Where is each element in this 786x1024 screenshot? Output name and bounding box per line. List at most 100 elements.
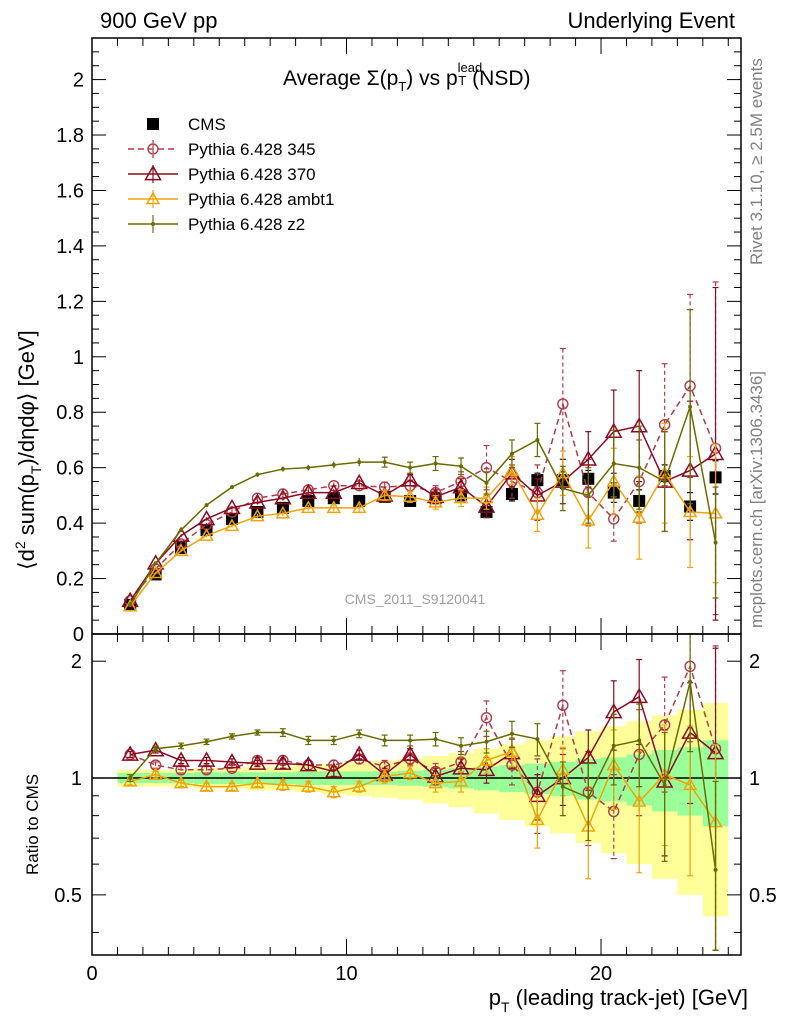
ratio-y-tick-label-right: 2 [749, 651, 760, 673]
data-point [301, 500, 316, 514]
series-line [129, 469, 716, 607]
data-point [197, 751, 216, 767]
mcplots-label: mcplots.cern.ch [arXiv:1306.3436] [747, 371, 766, 628]
data-point [682, 504, 698, 518]
data-point [401, 471, 419, 487]
data-point [637, 465, 642, 470]
data-point [224, 518, 240, 532]
analysis-watermark: CMS_2011_S9120041 [345, 591, 486, 607]
header-left: 900 GeV pp [100, 8, 217, 33]
ratio-y-tick-label-left: 2 [71, 651, 82, 673]
data-point [275, 777, 291, 791]
data-point [331, 738, 336, 743]
data-point [255, 472, 260, 477]
series-line [129, 425, 716, 602]
data-point [148, 565, 163, 579]
data-point [459, 743, 464, 748]
data-point [586, 795, 591, 800]
data-point [250, 508, 265, 522]
series-pythia-6-428-z2 [127, 633, 719, 951]
data-point [433, 737, 438, 742]
legend-item: Pythia 6.428 370 [128, 164, 316, 184]
data-point [535, 437, 540, 442]
data-point [350, 745, 369, 761]
data-point [509, 451, 514, 456]
data-point [630, 687, 648, 704]
x-tick-label: 0 [86, 963, 97, 985]
main-ylabel: ⟨d2 sum(pT)/dηdφ⟩ [GeV] [12, 330, 44, 570]
data-point [148, 767, 163, 780]
ratio-ylabel: Ratio to CMS [23, 774, 42, 875]
y-tick-label: 1.2 [56, 291, 84, 313]
data-point [560, 486, 565, 491]
data-point [204, 739, 209, 744]
legend: CMS Pythia 6.428 345 Pythia 6.428 370 Pythi… [128, 115, 334, 234]
data-point [662, 479, 667, 484]
x-tick-label: 20 [590, 963, 612, 985]
legend-label: Pythia 6.428 ambt1 [188, 190, 334, 209]
data-point [146, 741, 165, 757]
data-point [351, 500, 367, 514]
header-right: Underlying Event [567, 8, 735, 33]
chart-title: Average Σ(pT) vs plead T (NSD) [283, 60, 530, 94]
data-point [428, 494, 443, 508]
data-point [299, 483, 318, 499]
rivet-label: Rivet 3.1.10, ≥ 2.5M events [747, 58, 766, 265]
axes-frames [91, 37, 742, 956]
data-point [274, 754, 292, 770]
y-tick-label: 0.6 [56, 458, 84, 480]
data-point [204, 503, 209, 508]
data-point [151, 222, 155, 226]
data-point [631, 793, 647, 807]
legend-label: CMS [188, 115, 226, 134]
xlabel: pT (leading track-jet) [GeV] [489, 985, 748, 1015]
data-point [280, 467, 285, 472]
y-tick-label: 1 [73, 347, 84, 369]
data-point [382, 460, 387, 465]
data-point [586, 493, 591, 498]
ratio-y-tick-label-left: 0.5 [54, 885, 82, 907]
data-point [453, 490, 469, 504]
series-cms [124, 460, 722, 611]
data-point [401, 745, 419, 761]
data-point [199, 528, 214, 541]
data-point [357, 731, 362, 736]
data-point [146, 554, 165, 570]
data-point [144, 164, 162, 181]
data-point [324, 483, 343, 499]
data-point [229, 485, 234, 490]
data-point [535, 737, 540, 742]
data-point [479, 752, 494, 766]
series-pythia-6-428-345 [124, 281, 722, 616]
data-point [326, 784, 342, 798]
data-point [484, 480, 489, 485]
data-point [179, 743, 184, 748]
data-point [175, 764, 187, 776]
data-point [147, 143, 159, 155]
legend-item: Pythia 6.428 z2 [128, 215, 305, 234]
data-point [351, 779, 367, 792]
ratio-y-tick-label-right: 1 [749, 768, 760, 790]
y-tick-label: 0.8 [56, 402, 84, 424]
data-point [357, 460, 362, 465]
data-point [479, 490, 494, 504]
data-point [255, 730, 260, 735]
y-tick-label: 1.8 [56, 125, 84, 147]
data-point [688, 404, 693, 409]
data-point [408, 465, 413, 470]
data-point [275, 505, 291, 519]
legend-item: Pythia 6.428 ambt1 [128, 190, 334, 209]
data-point [175, 538, 187, 550]
data-point [402, 765, 418, 779]
data-point [581, 512, 596, 526]
axes-ticks: 00.20.40.60.811.21.41.61.820 10 200.5 0.51 1… [54, 38, 777, 985]
data-point [223, 498, 241, 515]
data-point [301, 779, 316, 792]
y-tick-label: 0.2 [56, 569, 84, 591]
data-point [153, 561, 158, 566]
y-tick-label: 0.4 [56, 513, 84, 535]
data-point [688, 679, 693, 684]
data-point [402, 489, 418, 503]
data-point [713, 867, 718, 872]
data-point [128, 776, 133, 781]
